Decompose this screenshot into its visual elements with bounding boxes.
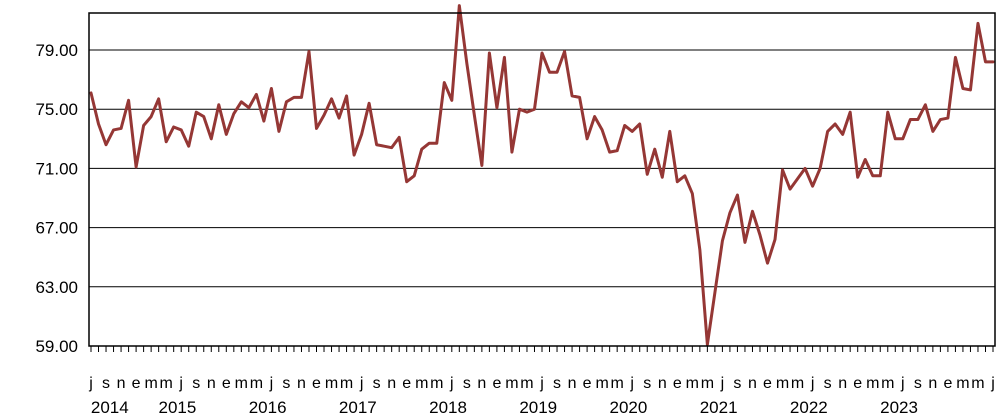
x-tick-label: n: [568, 375, 577, 392]
year-label-2018: 2018: [429, 398, 467, 417]
x-tick-label: m: [971, 375, 984, 392]
x-tick-label: m: [866, 375, 879, 392]
x-tick-label: j: [629, 375, 634, 392]
x-tick-label: e: [763, 375, 772, 392]
x-tick-label: s: [733, 375, 741, 392]
year-label-2016: 2016: [249, 398, 287, 417]
x-tick-label: j: [449, 375, 454, 392]
x-tick-label: m: [144, 375, 157, 392]
gridlines: [89, 49, 995, 347]
x-tick-label: e: [132, 375, 141, 392]
x-tick-label: n: [207, 375, 216, 392]
x-tick-label: s: [192, 375, 200, 392]
x-tick-label: m: [881, 375, 894, 392]
x-tick-label: s: [824, 375, 832, 392]
year-label-2020: 2020: [610, 398, 648, 417]
x-tick-label: j: [990, 375, 995, 392]
x-tick-label: j: [539, 375, 544, 392]
x-tick-label: m: [505, 375, 518, 392]
x-tick-label: n: [477, 375, 486, 392]
x-tick-label: s: [914, 375, 922, 392]
x-tick-label: m: [430, 375, 443, 392]
y-tick-label: 67.00: [35, 219, 78, 238]
x-tick-label: m: [956, 375, 969, 392]
x-tick-label: n: [297, 375, 306, 392]
x-tick-label: m: [701, 375, 714, 392]
x-tick-label: s: [643, 375, 651, 392]
y-tick-label: 79.00: [35, 41, 78, 60]
x-tick-label: j: [88, 375, 93, 392]
x-tick-label: n: [387, 375, 396, 392]
series-line-0: [89, 4, 995, 347]
x-tick-label: e: [492, 375, 501, 392]
x-tick-label: e: [583, 375, 592, 392]
x-tick-label: m: [250, 375, 263, 392]
x-tick-label: s: [102, 375, 110, 392]
x-tick-label: j: [178, 375, 183, 392]
x-tick-label: j: [810, 375, 815, 392]
x-tick-label: m: [415, 375, 428, 392]
x-tick-label: j: [269, 375, 274, 392]
x-tick-label: n: [928, 375, 937, 392]
year-label-2015: 2015: [159, 398, 197, 417]
series-group: [89, 4, 995, 347]
x-tick-label: s: [463, 375, 471, 392]
y-tick-label: 59.00: [35, 337, 78, 356]
x-tick-label: j: [900, 375, 905, 392]
year-label-2023: 2023: [880, 398, 918, 417]
y-axis-tick-labels: 59.00 63.00 67.00 71.00 75.00 79.00: [35, 41, 78, 356]
year-label-2019: 2019: [519, 398, 557, 417]
x-tick-label: s: [553, 375, 561, 392]
x-tick-label: e: [943, 375, 952, 392]
y-tick-label: 63.00: [35, 278, 78, 297]
x-tick-label: n: [658, 375, 667, 392]
y-tick-label: 75.00: [35, 100, 78, 119]
x-tick-label: e: [673, 375, 682, 392]
x-tick-label: e: [402, 375, 411, 392]
x-axis-year-labels: 2014 2015 2016 2017 2018 2019 2020 2021 2022 2023: [91, 398, 918, 417]
x-tick-label: m: [340, 375, 353, 392]
x-tick-label: j: [720, 375, 725, 392]
x-tick-label: s: [373, 375, 381, 392]
x-tick-label: e: [312, 375, 321, 392]
year-label-2021: 2021: [700, 398, 738, 417]
x-tick-label: m: [235, 375, 248, 392]
x-tick-label: m: [160, 375, 173, 392]
x-tick-label: m: [686, 375, 699, 392]
x-tick-label: m: [791, 375, 804, 392]
x-tick-label: m: [520, 375, 533, 392]
x-axis-ticks: [90, 346, 994, 352]
x-tick-label: n: [838, 375, 847, 392]
x-tick-label: m: [611, 375, 624, 392]
x-tick-label: m: [325, 375, 338, 392]
year-label-2017: 2017: [339, 398, 377, 417]
x-tick-label: s: [282, 375, 290, 392]
x-tick-label: m: [595, 375, 608, 392]
year-label-2022: 2022: [790, 398, 828, 417]
x-tick-label: n: [117, 375, 126, 392]
x-tick-label: e: [222, 375, 231, 392]
x-tick-label: e: [853, 375, 862, 392]
y-tick-label: 71.00: [35, 159, 78, 178]
x-tick-label: m: [776, 375, 789, 392]
x-tick-label: j: [359, 375, 364, 392]
year-label-2014: 2014: [91, 398, 129, 417]
x-tick-label: n: [748, 375, 757, 392]
plot-area-border: [88, 12, 996, 347]
